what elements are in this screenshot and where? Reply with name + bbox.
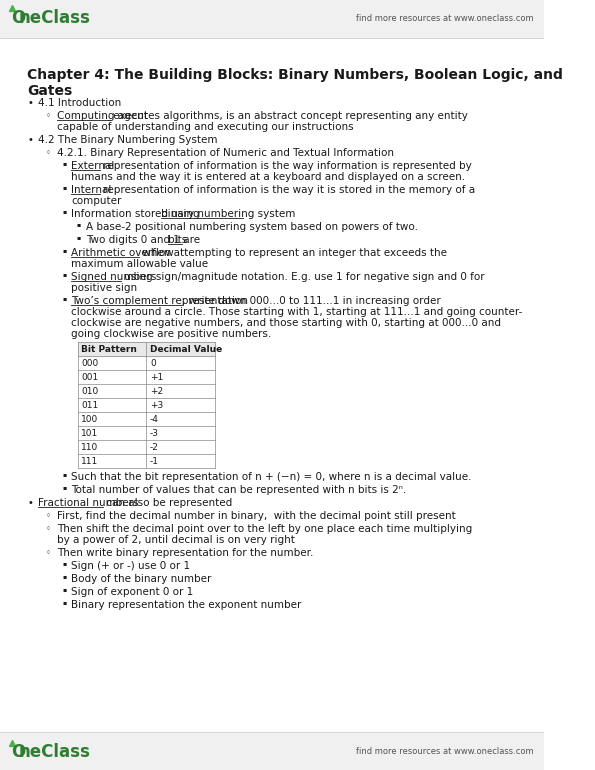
- Text: 0: 0: [150, 359, 156, 368]
- Text: going clockwise are positive numbers.: going clockwise are positive numbers.: [71, 329, 271, 339]
- Text: O: O: [11, 9, 25, 27]
- Bar: [0, 732, 544, 770]
- Text: ◦: ◦: [46, 148, 51, 157]
- Text: +3: +3: [150, 401, 163, 410]
- Text: Sign of exponent 0 or 1: Sign of exponent 0 or 1: [71, 587, 193, 597]
- Text: Binary representation the exponent number: Binary representation the exponent numbe…: [71, 600, 302, 610]
- Text: Then shift the decimal point over to the left by one place each time multiplying: Then shift the decimal point over to the…: [57, 524, 472, 534]
- Text: find more resources at www.oneclass.com: find more resources at www.oneclass.com: [356, 14, 533, 22]
- Text: ▪: ▪: [62, 272, 67, 277]
- Text: +1: +1: [150, 373, 163, 382]
- Text: ▪: ▪: [62, 485, 67, 490]
- Text: ▪: ▪: [62, 587, 67, 592]
- Text: •: •: [27, 98, 33, 108]
- Text: when attempting to represent an integer that exceeds the: when attempting to represent an integer …: [139, 248, 447, 258]
- Text: 4.2 The Binary Numbering System: 4.2 The Binary Numbering System: [39, 135, 218, 145]
- Text: Chapter 4: The Building Blocks: Binary Numbers, Boolean Logic, and Gates: Chapter 4: The Building Blocks: Binary N…: [27, 68, 563, 99]
- Text: bits: bits: [168, 235, 187, 245]
- Text: clockwise around a circle. Those starting with 1, starting at 111...1 and going : clockwise around a circle. Those startin…: [71, 307, 523, 317]
- Text: computer: computer: [71, 196, 122, 206]
- Text: representation of information is the way it is stored in the memory of a: representation of information is the way…: [100, 185, 475, 195]
- Bar: [0, 0, 544, 38]
- Text: ▪: ▪: [77, 222, 81, 227]
- Text: humans and the way it is entered at a keyboard and displayed on a screen.: humans and the way it is entered at a ke…: [71, 172, 465, 182]
- Text: Fractional numbers: Fractional numbers: [39, 498, 139, 508]
- Text: 111: 111: [82, 457, 99, 466]
- Text: Then write binary representation for the number.: Then write binary representation for the…: [57, 548, 313, 558]
- Text: First, find the decimal number in binary,  with the decimal point still present: First, find the decimal number in binary…: [57, 511, 455, 521]
- Text: •: •: [27, 135, 33, 145]
- Text: ▪: ▪: [62, 561, 67, 566]
- Text: -4: -4: [150, 415, 159, 424]
- Text: by a power of 2, until decimal is on very right: by a power of 2, until decimal is on ver…: [57, 535, 295, 545]
- Text: 110: 110: [82, 443, 99, 452]
- Text: +2: +2: [150, 387, 163, 396]
- Bar: [78, 342, 215, 356]
- Text: ◦: ◦: [46, 511, 51, 520]
- Text: ▪: ▪: [62, 600, 67, 605]
- Text: Total number of values that can be represented with n bits is 2ⁿ.: Total number of values that can be repre…: [71, 485, 406, 495]
- Text: capable of understanding and executing our instructions: capable of understanding and executing o…: [57, 122, 353, 132]
- Text: Signed numbers: Signed numbers: [71, 272, 156, 282]
- Text: A base-2 positional numbering system based on powers of two.: A base-2 positional numbering system bas…: [86, 222, 418, 232]
- Text: Two’s complement representation: Two’s complement representation: [71, 296, 248, 306]
- Text: Body of the binary number: Body of the binary number: [71, 574, 212, 584]
- Text: ▪: ▪: [62, 296, 67, 301]
- Text: using sign/magnitude notation. E.g. use 1 for negative sign and 0 for: using sign/magnitude notation. E.g. use …: [121, 272, 485, 282]
- Text: Arithmetic overflow: Arithmetic overflow: [71, 248, 174, 258]
- Text: ▪: ▪: [62, 209, 67, 214]
- Text: Two digits 0 and 1 are: Two digits 0 and 1 are: [86, 235, 203, 245]
- Text: 000: 000: [82, 359, 99, 368]
- Text: neClass: neClass: [18, 9, 90, 27]
- Text: Decimal Value: Decimal Value: [150, 345, 223, 354]
- Text: ◦: ◦: [46, 524, 51, 533]
- Text: can also be represented: can also be represented: [103, 498, 232, 508]
- Text: Such that the bit representation of n + (−n) = 0, where n is a decimal value.: Such that the bit representation of n + …: [71, 472, 472, 482]
- Text: 001: 001: [82, 373, 99, 382]
- Text: positive sign: positive sign: [71, 283, 137, 293]
- Text: executes algorithms, is an abstract concept representing any entity: executes algorithms, is an abstract conc…: [110, 111, 468, 121]
- Bar: [0, 732, 544, 770]
- Text: binary numbering system: binary numbering system: [161, 209, 295, 219]
- Text: 4.2.1. Binary Representation of Numeric and Textual Information: 4.2.1. Binary Representation of Numeric …: [57, 148, 394, 158]
- Text: ▪: ▪: [62, 574, 67, 579]
- Text: 101: 101: [82, 429, 99, 438]
- Text: ◦: ◦: [46, 111, 51, 120]
- Text: -2: -2: [150, 443, 159, 452]
- Text: ◦: ◦: [46, 548, 51, 557]
- Text: 4.1 Introduction: 4.1 Introduction: [39, 98, 121, 108]
- Text: maximum allowable value: maximum allowable value: [71, 259, 208, 269]
- Text: Internal: Internal: [71, 185, 112, 195]
- Text: Sign (+ or -) use 0 or 1: Sign (+ or -) use 0 or 1: [71, 561, 190, 571]
- Text: O: O: [11, 743, 25, 761]
- Text: , write down 000...0 to 111...1 in increasing order: , write down 000...0 to 111...1 in incre…: [182, 296, 441, 306]
- Text: ▪: ▪: [62, 185, 67, 190]
- Text: ▪: ▪: [62, 472, 67, 477]
- Text: find more resources at www.oneclass.com: find more resources at www.oneclass.com: [356, 748, 533, 756]
- Text: 100: 100: [82, 415, 99, 424]
- Text: -3: -3: [150, 429, 159, 438]
- Text: External: External: [71, 161, 115, 171]
- Text: •: •: [27, 498, 33, 508]
- Text: ▪: ▪: [62, 161, 67, 166]
- Text: clockwise are negative numbers, and those starting with 0, starting at 000...0 a: clockwise are negative numbers, and thos…: [71, 318, 502, 328]
- Text: 010: 010: [82, 387, 99, 396]
- Text: Information stored using: Information stored using: [71, 209, 203, 219]
- Text: Computing agent: Computing agent: [57, 111, 148, 121]
- Text: representation of information is the way information is represented by: representation of information is the way…: [100, 161, 472, 171]
- Text: -1: -1: [150, 457, 159, 466]
- Text: neClass: neClass: [18, 743, 90, 761]
- Text: 011: 011: [82, 401, 99, 410]
- Text: ▪: ▪: [62, 248, 67, 253]
- Text: ▪: ▪: [77, 235, 81, 240]
- Text: Bit Pattern: Bit Pattern: [82, 345, 137, 354]
